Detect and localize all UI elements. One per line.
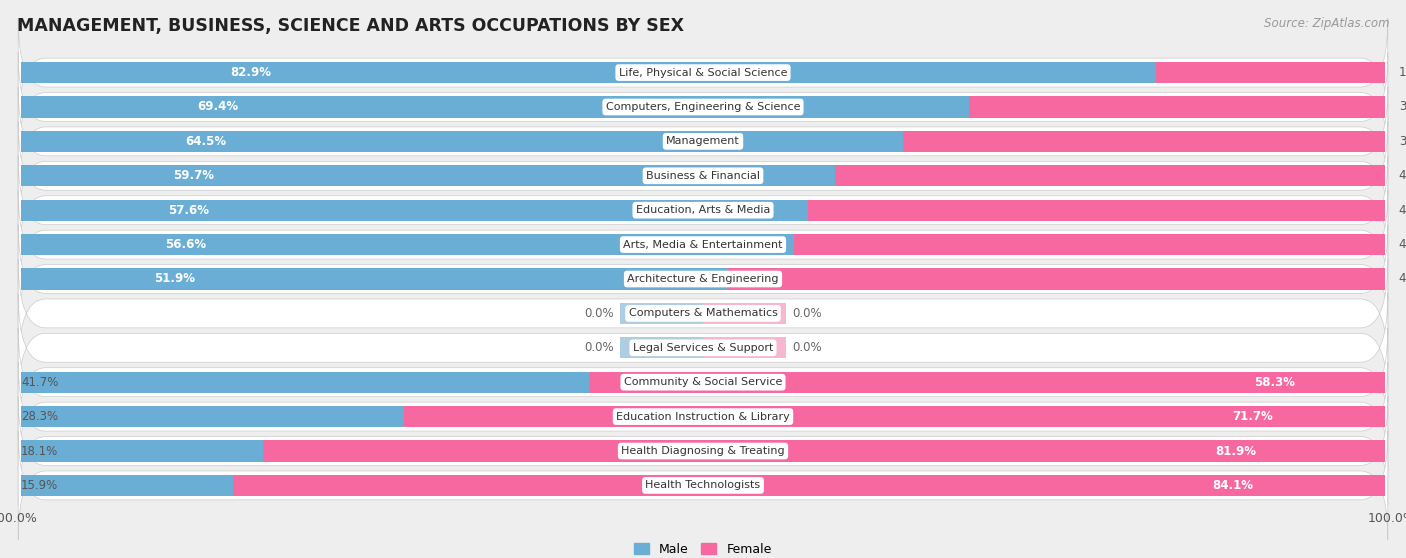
FancyBboxPatch shape (18, 190, 1388, 299)
Text: 48.2%: 48.2% (1399, 272, 1406, 286)
Text: Arts, Media & Entertainment: Arts, Media & Entertainment (623, 239, 783, 249)
Text: 17.1%: 17.1% (1399, 66, 1406, 79)
Text: 58.3%: 58.3% (1254, 376, 1295, 389)
Bar (21, 165, 837, 186)
Bar (703, 337, 786, 358)
Bar (807, 200, 1385, 221)
Text: 81.9%: 81.9% (1216, 445, 1257, 458)
Text: 40.4%: 40.4% (1399, 169, 1406, 182)
Text: 0.0%: 0.0% (793, 307, 823, 320)
Bar (263, 440, 1385, 461)
Bar (21, 62, 1156, 83)
Legend: Male, Female: Male, Female (630, 538, 776, 558)
Text: 71.7%: 71.7% (1233, 410, 1274, 423)
Bar (21, 406, 404, 427)
Text: 0.0%: 0.0% (583, 341, 613, 354)
Bar (21, 372, 589, 393)
Bar (21, 131, 903, 152)
FancyBboxPatch shape (18, 431, 1388, 540)
FancyBboxPatch shape (18, 397, 1388, 506)
Bar (21, 200, 807, 221)
Text: Computers & Mathematics: Computers & Mathematics (628, 309, 778, 319)
Bar (21, 440, 263, 461)
Text: 69.4%: 69.4% (197, 100, 239, 113)
Text: 0.0%: 0.0% (583, 307, 613, 320)
FancyBboxPatch shape (18, 52, 1388, 161)
Bar (1156, 62, 1385, 83)
Text: 84.1%: 84.1% (1212, 479, 1253, 492)
Text: 43.4%: 43.4% (1399, 238, 1406, 251)
Text: Education, Arts & Media: Education, Arts & Media (636, 205, 770, 215)
Bar (835, 165, 1385, 186)
Text: Architecture & Engineering: Architecture & Engineering (627, 274, 779, 284)
Bar (21, 97, 970, 118)
Bar (21, 234, 794, 255)
Bar (21, 268, 730, 290)
Text: 82.9%: 82.9% (231, 66, 271, 79)
FancyBboxPatch shape (18, 259, 1388, 368)
Text: 0.0%: 0.0% (793, 341, 823, 354)
Text: 57.6%: 57.6% (167, 204, 209, 217)
Text: 18.1%: 18.1% (21, 445, 58, 458)
Text: 41.7%: 41.7% (21, 376, 58, 389)
Text: 51.9%: 51.9% (153, 272, 195, 286)
Bar (703, 303, 786, 324)
FancyBboxPatch shape (18, 362, 1388, 471)
Text: Health Diagnosing & Treating: Health Diagnosing & Treating (621, 446, 785, 456)
Bar (903, 131, 1385, 152)
Text: 56.6%: 56.6% (166, 238, 207, 251)
Text: Legal Services & Support: Legal Services & Support (633, 343, 773, 353)
Text: Community & Social Service: Community & Social Service (624, 377, 782, 387)
Text: 42.4%: 42.4% (1399, 204, 1406, 217)
Text: 15.9%: 15.9% (21, 479, 58, 492)
Text: Business & Financial: Business & Financial (645, 171, 761, 181)
Text: MANAGEMENT, BUSINESS, SCIENCE AND ARTS OCCUPATIONS BY SEX: MANAGEMENT, BUSINESS, SCIENCE AND ARTS O… (17, 17, 683, 35)
Text: 64.5%: 64.5% (186, 135, 226, 148)
Bar (969, 97, 1385, 118)
FancyBboxPatch shape (18, 294, 1388, 402)
Text: 28.3%: 28.3% (21, 410, 58, 423)
Text: Source: ZipAtlas.com: Source: ZipAtlas.com (1264, 17, 1389, 30)
Bar (794, 234, 1385, 255)
Bar (728, 268, 1385, 290)
Text: 30.7%: 30.7% (1399, 100, 1406, 113)
FancyBboxPatch shape (18, 87, 1388, 196)
Bar (620, 303, 703, 324)
FancyBboxPatch shape (18, 328, 1388, 436)
Bar (620, 337, 703, 358)
Text: Life, Physical & Social Science: Life, Physical & Social Science (619, 68, 787, 78)
Bar (589, 372, 1385, 393)
FancyBboxPatch shape (18, 156, 1388, 264)
FancyBboxPatch shape (18, 122, 1388, 230)
Bar (233, 475, 1385, 496)
Bar (404, 406, 1385, 427)
Text: Education Instruction & Library: Education Instruction & Library (616, 412, 790, 422)
Text: 59.7%: 59.7% (173, 169, 214, 182)
Text: Health Technologists: Health Technologists (645, 480, 761, 490)
FancyBboxPatch shape (18, 18, 1388, 127)
Text: Computers, Engineering & Science: Computers, Engineering & Science (606, 102, 800, 112)
Text: Management: Management (666, 136, 740, 146)
Text: 35.5%: 35.5% (1399, 135, 1406, 148)
FancyBboxPatch shape (18, 225, 1388, 333)
Bar (21, 475, 233, 496)
